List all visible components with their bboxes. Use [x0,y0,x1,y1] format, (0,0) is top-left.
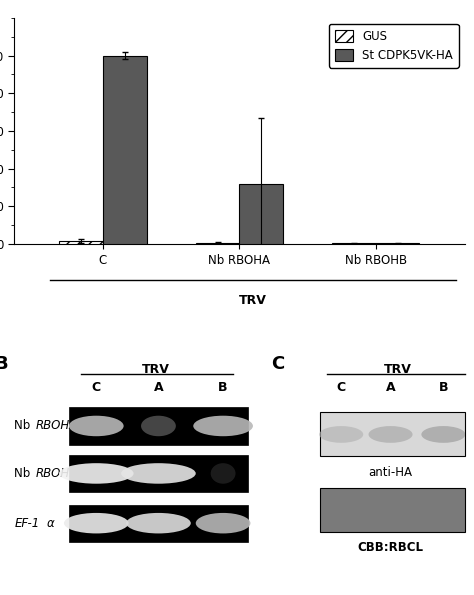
Text: RBOHB: RBOHB [36,467,78,480]
Text: EF-1: EF-1 [14,516,39,530]
Ellipse shape [59,463,134,484]
Text: TRV: TRV [142,363,170,375]
FancyBboxPatch shape [69,505,248,542]
Text: α: α [47,516,55,530]
Ellipse shape [141,416,176,436]
Ellipse shape [319,426,363,443]
Ellipse shape [368,426,412,443]
Text: anti-HA: anti-HA [369,465,412,478]
Bar [239,184,283,244]
Text: Nb: Nb [14,467,34,480]
Text: C: C [91,381,101,394]
Text: A: A [386,381,395,394]
Ellipse shape [210,463,236,484]
Ellipse shape [126,513,191,534]
Text: Nb: Nb [14,419,34,433]
Ellipse shape [421,426,465,443]
Text: B: B [0,355,8,372]
FancyBboxPatch shape [320,412,465,456]
Ellipse shape [69,416,124,436]
Text: RBOHA: RBOHA [36,419,78,433]
Text: C: C [271,355,284,372]
FancyBboxPatch shape [320,488,465,533]
Text: B: B [438,381,448,394]
Ellipse shape [64,513,128,534]
Text: A: A [154,381,163,394]
Text: B: B [219,381,228,394]
Text: TRV: TRV [239,294,267,306]
FancyBboxPatch shape [69,408,248,444]
Bar [196,243,239,244]
Bar [59,241,103,244]
Text: C: C [337,381,346,394]
FancyBboxPatch shape [69,455,248,492]
Text: CBB:RBCL: CBB:RBCL [357,541,424,555]
Legend: GUS, St CDPK5VK-HA: GUS, St CDPK5VK-HA [329,24,459,67]
Ellipse shape [196,513,250,534]
Text: TRV: TRV [383,363,411,375]
Bar [103,55,146,244]
Ellipse shape [121,463,196,484]
Ellipse shape [193,416,253,436]
